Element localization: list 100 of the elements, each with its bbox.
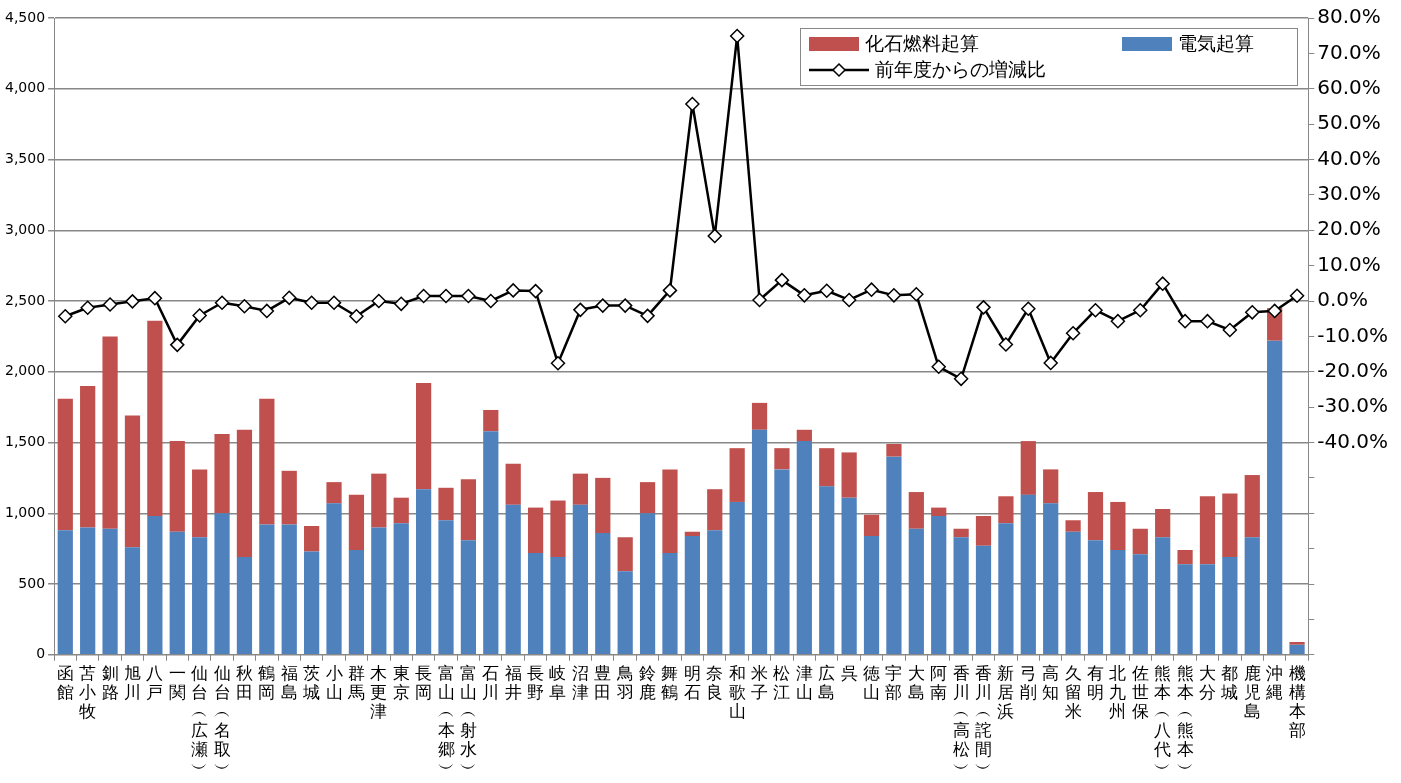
bar bbox=[438, 487, 454, 521]
bar bbox=[975, 516, 992, 546]
point bbox=[729, 28, 745, 44]
bar bbox=[281, 470, 297, 525]
bar bbox=[1289, 642, 1305, 645]
x-tick-label: 鈴鹿 bbox=[639, 662, 657, 702]
bar bbox=[774, 448, 790, 470]
bar bbox=[1155, 509, 1171, 538]
x-tick-label: 奈良 bbox=[706, 662, 724, 702]
bar bbox=[886, 456, 902, 655]
x-tick-label: 沖縄 bbox=[1265, 662, 1284, 702]
point bbox=[573, 302, 588, 318]
x-tick-label: 北九州 bbox=[1109, 662, 1127, 721]
x-tick-label: 米子 bbox=[751, 662, 769, 702]
bar bbox=[416, 489, 432, 655]
bar bbox=[707, 489, 723, 531]
x-tick-label: 広島 bbox=[818, 662, 836, 702]
bar bbox=[998, 496, 1014, 524]
x-tick-label: 沼津 bbox=[571, 662, 589, 702]
bar bbox=[527, 507, 544, 553]
point bbox=[1065, 325, 1081, 341]
point bbox=[1088, 302, 1103, 318]
x-tick-label: 苫小牧 bbox=[79, 662, 97, 721]
x-tick-label: 新居浜 bbox=[997, 662, 1015, 721]
bar bbox=[214, 513, 230, 655]
bar bbox=[908, 492, 924, 529]
y2-tick-label: 50.0% bbox=[1317, 110, 1381, 135]
y2-tick-label: 40.0% bbox=[1317, 145, 1381, 170]
x-tick-label: 群馬 bbox=[346, 662, 365, 702]
bar bbox=[483, 431, 499, 655]
bar bbox=[751, 402, 768, 430]
bar bbox=[729, 501, 745, 655]
x-tick-label: 旭川 bbox=[123, 662, 141, 702]
point bbox=[707, 228, 723, 244]
x-tick-label: 香川︵詫間︶ bbox=[975, 662, 993, 778]
bar bbox=[236, 557, 253, 655]
bar bbox=[908, 528, 924, 655]
point bbox=[393, 296, 409, 312]
bar bbox=[57, 530, 73, 655]
bar bbox=[1110, 550, 1126, 655]
x-tick-label: 福井 bbox=[504, 662, 522, 702]
bar bbox=[505, 463, 521, 505]
bar bbox=[169, 531, 185, 655]
point bbox=[819, 283, 834, 298]
bar bbox=[953, 528, 969, 538]
bar bbox=[863, 535, 880, 655]
x-tick-label: 秋田 bbox=[235, 662, 253, 702]
x-tick-label: 福島 bbox=[280, 662, 298, 702]
point bbox=[326, 295, 342, 311]
x-tick-label: 高知 bbox=[1042, 662, 1060, 702]
x-tick-label: 徳山 bbox=[863, 662, 881, 702]
x-tick-label: 石川 bbox=[482, 662, 500, 702]
x-tick-label: 津山 bbox=[795, 662, 813, 702]
bar bbox=[1199, 564, 1216, 655]
point bbox=[371, 293, 387, 309]
bar bbox=[572, 473, 588, 505]
bar bbox=[886, 443, 902, 457]
x-tick-label: 東京 bbox=[392, 662, 410, 702]
bar bbox=[304, 525, 320, 552]
legend-label: 化石燃料起算 bbox=[865, 31, 980, 56]
point bbox=[1043, 355, 1058, 371]
y2-tick-label: 70.0% bbox=[1317, 39, 1381, 64]
bar bbox=[124, 415, 141, 548]
point bbox=[864, 282, 879, 297]
bar bbox=[1222, 493, 1238, 558]
bar bbox=[169, 441, 185, 532]
x-tick-label: 和歌山 bbox=[728, 662, 746, 721]
bar bbox=[326, 503, 342, 655]
bar bbox=[953, 537, 969, 655]
bar bbox=[348, 494, 365, 551]
bar bbox=[483, 409, 499, 432]
x-tick-label: 機構本部 bbox=[1288, 662, 1306, 740]
point bbox=[125, 294, 140, 309]
x-tick-label: 久留米 bbox=[1064, 662, 1082, 721]
x-tick-label: 仙台︵名取︶ bbox=[213, 662, 231, 778]
point bbox=[461, 288, 476, 304]
bar bbox=[729, 448, 745, 502]
x-tick-label: 富山︵射水︶ bbox=[459, 662, 477, 778]
x-tick-label: 阿南 bbox=[930, 662, 948, 702]
bar bbox=[707, 530, 723, 655]
bar bbox=[1289, 644, 1305, 655]
y2-tick-label: 30.0% bbox=[1317, 181, 1381, 206]
bar bbox=[550, 500, 566, 558]
x-tick-label: 仙台︵広瀬︶ bbox=[191, 662, 209, 778]
y-tick-label: 2,500 bbox=[4, 291, 46, 308]
x-tick-label: 長岡 bbox=[415, 662, 433, 702]
bar bbox=[505, 504, 521, 655]
bar bbox=[1087, 540, 1104, 655]
bar bbox=[102, 336, 118, 529]
bar bbox=[595, 477, 611, 534]
bar bbox=[998, 523, 1014, 655]
bar bbox=[1155, 537, 1171, 655]
bar bbox=[550, 557, 566, 655]
bar bbox=[80, 527, 96, 655]
bar bbox=[393, 523, 409, 655]
bar bbox=[1132, 528, 1148, 555]
point bbox=[1267, 303, 1282, 319]
bar bbox=[595, 533, 611, 655]
bar bbox=[1043, 469, 1059, 504]
x-tick-label: 舞鶴 bbox=[661, 662, 679, 702]
